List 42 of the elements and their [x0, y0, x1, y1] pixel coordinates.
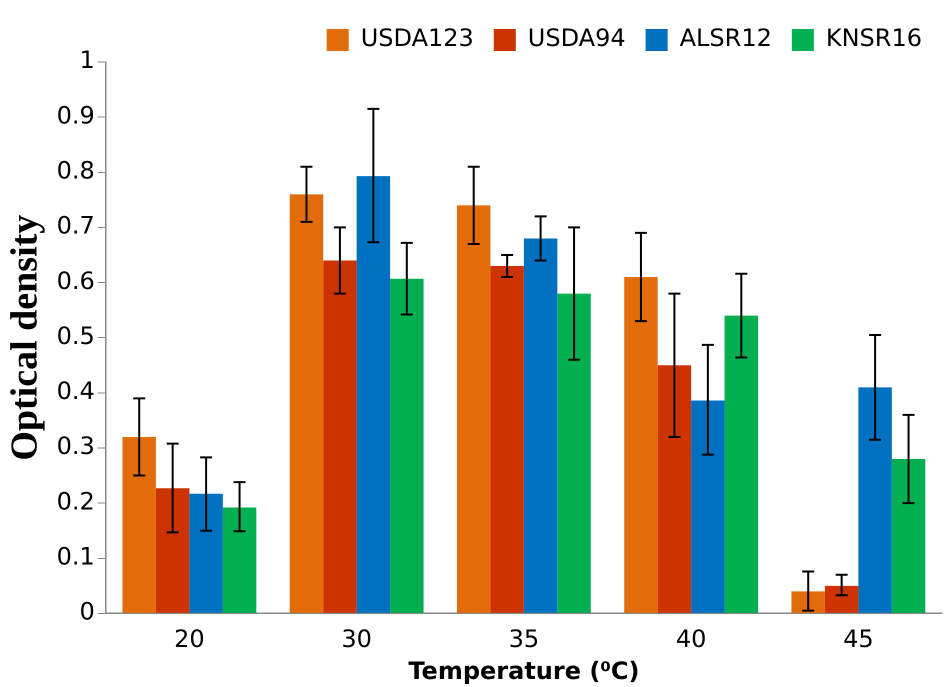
- x-tick-label: 45: [843, 625, 874, 654]
- bar: [824, 586, 858, 613]
- bar: [222, 508, 256, 613]
- bar: [390, 278, 424, 613]
- bar: [290, 194, 324, 613]
- x-tick-label: 40: [676, 625, 706, 654]
- y-axis-title: Optical density: [4, 214, 46, 461]
- y-tick-label: 1: [79, 46, 95, 74]
- y-tick-label: 0.6: [56, 266, 95, 295]
- legend-label: USDA94: [528, 24, 626, 52]
- bar: [356, 176, 390, 613]
- bar: [557, 294, 591, 613]
- legend-label: USDA123: [360, 24, 474, 52]
- legend-label: KNSR16: [826, 24, 922, 52]
- y-tick-label: 0.7: [56, 212, 95, 240]
- bar: [658, 365, 692, 613]
- bar: [323, 260, 357, 613]
- y-tick-label: 0.1: [56, 542, 95, 570]
- y-tick-label: 0.3: [56, 432, 95, 460]
- bar: [456, 205, 490, 613]
- bar: [189, 494, 223, 613]
- bar: [691, 400, 725, 613]
- y-tick-label: 0: [79, 598, 95, 626]
- bar: [156, 488, 190, 613]
- bar: [724, 316, 758, 613]
- bar: [624, 277, 658, 613]
- bar: [791, 591, 825, 613]
- x-tick-label: 35: [508, 625, 540, 654]
- x-tick-label: 30: [341, 625, 372, 654]
- legend-label: ALSR12: [680, 24, 772, 52]
- x-axis-title: Temperature (⁰C): [408, 656, 640, 685]
- y-tick-label: 0.5: [56, 322, 95, 350]
- y-tick-label: 0.8: [56, 156, 95, 185]
- bar: [490, 266, 524, 613]
- bar: [524, 238, 558, 613]
- y-tick-label: 0.9: [56, 101, 95, 130]
- bar: [122, 436, 156, 613]
- y-tick-label: 0.4: [56, 377, 95, 406]
- bar: [858, 387, 892, 613]
- bar: [892, 459, 926, 613]
- y-tick-label: 0.2: [56, 487, 95, 516]
- x-tick-label: 20: [174, 625, 205, 654]
